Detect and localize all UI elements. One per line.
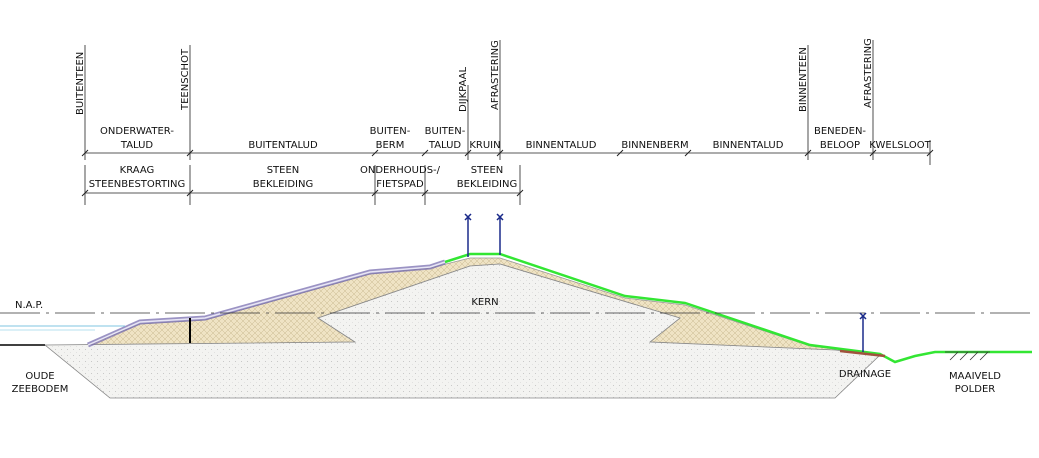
zone-label: BUITEN- [370,126,411,137]
zone-label: BENEDEN- [814,126,866,137]
zone-label: TALUD [120,140,154,151]
polder-hatch [945,351,990,361]
material-label: STEEN [267,165,300,176]
marker-label: BINNENTEEN [798,47,809,112]
material-label: STEENBESTORTING [89,179,186,190]
posts [464,213,867,352]
dim-tick [81,189,89,197]
zone-label: ONDERWATER- [100,126,174,137]
ground-label: MAAIVELD [949,371,1001,382]
dim-tick [496,149,504,157]
drainage-label: DRAINAGE [839,369,891,380]
marker-label: AFRASTERING [490,40,501,110]
dim-tick [371,149,379,157]
zone-label: BUITEN- [425,126,466,137]
dim-tick [371,189,379,197]
dim-tick [421,189,429,197]
dim-tick [81,149,89,157]
grass-line [444,252,1032,364]
zone-label: TALUD [428,140,462,151]
drainage-pipe [839,349,886,358]
dim-tick [186,189,194,197]
material-label: ONDERHOUDS-/ [360,165,441,176]
dim-tick [421,149,429,157]
nap-label: N.A.P. [15,300,43,311]
zone-label: BINNENBERM [621,140,688,151]
material-label: BEKLEIDING [253,179,313,190]
zone-label: KRUIN [469,140,500,151]
revetment-core [87,261,446,346]
zone-label: BELOOP [820,140,860,151]
dim-tick [804,149,812,157]
dim-tick [869,149,877,157]
dim-tick [684,149,692,157]
marker-label: TEENSCHOT [180,48,191,111]
dim-tick [464,149,472,157]
marker-label: DIJKPAAL [458,66,469,112]
material-label: FIETSPAD [376,179,424,190]
marker-label: BUITENTEEN [75,52,86,115]
dim-tick [516,189,524,197]
zone-label: BINNENTALUD [713,140,784,151]
ground-label: ZEEBODEM [12,384,69,395]
material-label: BEKLEIDING [457,179,517,190]
zone-label: KWELSLOOT [869,140,931,151]
ground-label: POLDER [955,384,995,395]
marker-label: AFRASTERING [863,38,874,108]
dim-tick [616,149,624,157]
zone-label: BINNENTALUD [526,140,597,151]
zone-label: BERM [376,140,405,151]
dim-tick [186,149,194,157]
material-label: KRAAG [120,165,155,176]
zone-label: BUITENTALUD [248,140,318,151]
material-label: STEEN [471,165,504,176]
core [43,263,881,399]
core-label: KERN [471,297,498,308]
ground-label: OUDE [25,371,54,382]
